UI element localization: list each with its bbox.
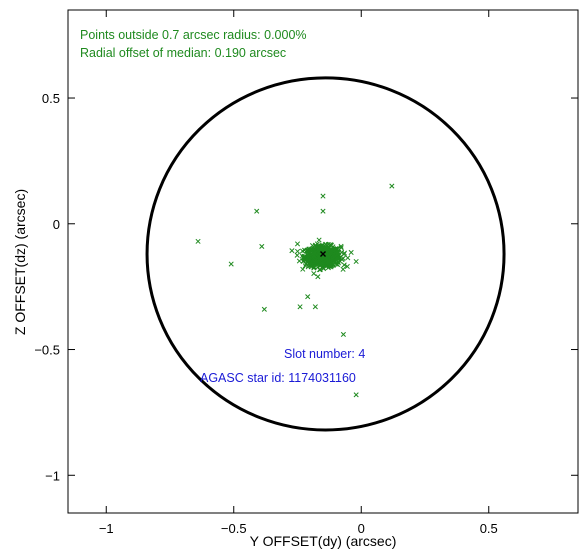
data-point <box>325 252 331 258</box>
plot-frame <box>67 9 579 514</box>
data-point <box>330 244 336 250</box>
data-point <box>301 253 307 259</box>
x-tick-label: 0 <box>358 521 365 536</box>
annotation-agasc-id: AGASC star id: 1174031160 <box>200 371 356 385</box>
data-point <box>340 266 346 272</box>
median-marker <box>320 250 326 257</box>
y-tick-label: 0.5 <box>42 91 60 106</box>
data-point <box>299 248 306 254</box>
x-tick-label: −0.5 <box>221 521 247 536</box>
data-point <box>294 241 301 247</box>
y-tick-label: −1 <box>45 468 60 483</box>
data-point <box>315 274 321 280</box>
data-points <box>195 183 395 398</box>
data-point <box>324 256 331 262</box>
data-point <box>325 241 331 248</box>
data-point <box>338 245 344 251</box>
x-axis-label: Y OFFSET(dy) (arcsec) <box>250 533 397 549</box>
data-point <box>316 267 323 273</box>
data-point <box>312 304 318 310</box>
data-point <box>254 208 260 214</box>
data-point <box>312 242 318 248</box>
x-tick-label: 0.5 <box>480 521 498 536</box>
data-point <box>334 249 341 255</box>
y-tick-label: −0.5 <box>34 343 60 358</box>
data-point <box>345 255 351 261</box>
data-point <box>313 257 319 264</box>
data-point <box>300 258 306 264</box>
data-point <box>341 251 347 257</box>
annotation-points-outside: Points outside 0.7 arcsec radius: 0.000% <box>80 28 307 42</box>
data-point <box>344 263 350 270</box>
data-point <box>300 266 306 272</box>
data-point <box>323 249 329 255</box>
annotation-slot-number: Slot number: 4 <box>284 347 365 361</box>
data-point <box>195 238 201 244</box>
data-point <box>338 243 344 249</box>
y-tick-label: 0 <box>53 217 60 232</box>
data-point <box>261 306 267 312</box>
data-point <box>307 261 313 268</box>
x-tick-label: −1 <box>99 521 114 536</box>
data-point <box>316 237 322 243</box>
data-point <box>311 250 317 256</box>
median-marker-group <box>320 250 326 257</box>
data-point <box>340 331 346 337</box>
annotation-radial-offset: Radial offset of median: 0.190 arcsec <box>80 46 286 60</box>
data-point <box>353 258 359 265</box>
data-point <box>321 266 327 272</box>
data-point <box>305 294 311 300</box>
radius-circle <box>145 76 506 432</box>
data-point <box>333 246 339 252</box>
data-point <box>320 208 326 214</box>
data-point <box>306 248 312 254</box>
data-point <box>320 193 326 199</box>
data-point <box>289 248 295 254</box>
ticks: −1 −0.5 0 0.5 −1 −0.5 0 0.5 <box>34 10 578 536</box>
y-axis-label: Z OFFSET(dz) (arcsec) <box>12 189 28 335</box>
data-point <box>315 249 321 256</box>
data-point <box>228 261 234 267</box>
data-point <box>353 392 359 398</box>
data-point <box>311 270 317 277</box>
data-point <box>348 249 354 256</box>
data-point <box>295 248 301 254</box>
data-point <box>326 263 332 269</box>
data-point <box>297 304 303 310</box>
data-point <box>389 183 395 189</box>
data-point <box>318 261 324 267</box>
data-point <box>330 261 336 267</box>
data-point <box>339 257 345 263</box>
data-point <box>259 243 265 249</box>
data-point <box>334 255 340 261</box>
data-point <box>302 263 308 269</box>
data-point <box>341 262 347 268</box>
